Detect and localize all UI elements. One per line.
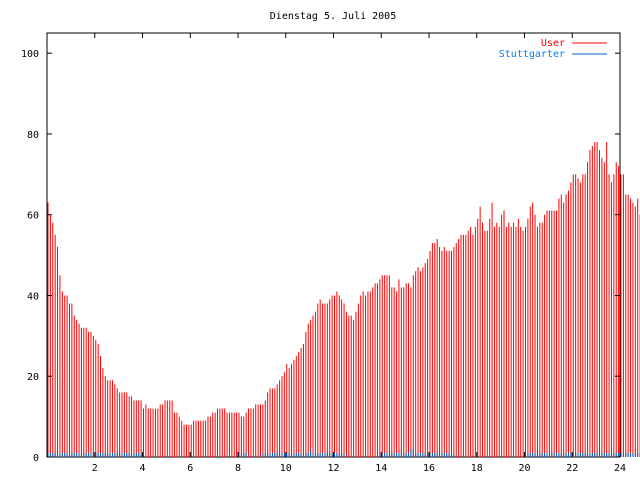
x-tick-label: 12	[327, 463, 339, 474]
legend: User Stuttgarter	[499, 38, 607, 60]
x-tick-label: 22	[566, 463, 578, 474]
x-tick-label: 6	[187, 463, 193, 474]
x-tick-label: 8	[235, 463, 241, 474]
x-tick-label: 2	[92, 463, 98, 474]
y-tick-label: 60	[27, 211, 39, 222]
user-series	[47, 142, 640, 457]
y-tick-label: 0	[33, 453, 39, 464]
legend-label-stuttgarter: Stuttgarter	[499, 49, 565, 60]
y-tick-label: 40	[27, 291, 39, 302]
x-tick-label: 18	[471, 463, 483, 474]
x-tick-label: 16	[423, 463, 435, 474]
stuttgarter-series	[47, 448, 640, 457]
x-tick-label: 14	[375, 463, 387, 474]
y-tick-label: 100	[21, 49, 39, 60]
x-tick-label: 10	[280, 463, 292, 474]
axis-ticks	[47, 33, 621, 458]
chart-title: Dienstag 5. Juli 2005	[270, 11, 396, 22]
x-tick-label: 20	[518, 463, 530, 474]
x-tick-label: 24	[614, 463, 626, 474]
legend-label-user: User	[541, 38, 565, 49]
plot-frame	[46, 32, 621, 458]
x-tick-label: 4	[139, 463, 145, 474]
y-tick-label: 20	[27, 372, 39, 383]
y-tick-label: 80	[27, 130, 39, 141]
